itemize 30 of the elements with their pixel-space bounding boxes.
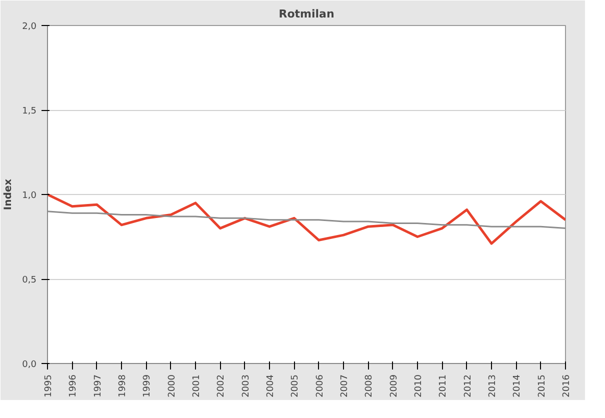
x-tick-label: 1998 [118, 374, 128, 398]
y-tick-label: 0,5 [22, 276, 37, 286]
x-tick-label: 2006 [315, 374, 326, 398]
x-tick-label: 2008 [364, 374, 375, 398]
x-tick-label: 2001 [192, 374, 202, 398]
x-tick-label: 2010 [414, 374, 424, 398]
chart-title: Rotmilan [278, 8, 334, 20]
x-tick-label: 2012 [463, 374, 474, 398]
x-tick-label: 2005 [290, 374, 301, 398]
y-tick-label: 1,5 [22, 106, 37, 116]
line-series [48, 193, 566, 245]
x-tick-label: 2004 [266, 374, 276, 398]
x-tick-label: 2016 [562, 374, 572, 398]
x-tick-label: 1999 [142, 374, 153, 398]
x-tick-label: 2009 [389, 374, 400, 398]
x-tick-label: 2011 [438, 374, 449, 398]
x-tick-label: 2007 [340, 374, 350, 398]
x-tick-label: 2003 [241, 374, 252, 398]
x-tick-label: 2014 [512, 374, 523, 398]
x-tick-label: 2000 [167, 374, 178, 398]
y-tick-label: 1,0 [22, 191, 37, 201]
x-tick-label: 2013 [488, 374, 498, 398]
x-tick-label: 2015 [537, 374, 548, 398]
x-tick-label: 1997 [93, 374, 104, 398]
y-axis-title: Index [3, 178, 14, 210]
x-tick-label: 1995 [44, 374, 54, 398]
x-tick-label: 2002 [216, 374, 227, 398]
y-tick-label: 2,0 [22, 22, 37, 32]
x-tick-label: 1996 [68, 374, 79, 398]
y-tick-label: 0,0 [22, 360, 37, 370]
